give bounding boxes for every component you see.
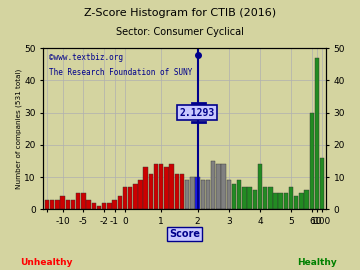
Bar	[117, 197, 122, 209]
Y-axis label: Number of companies (531 total): Number of companies (531 total)	[15, 69, 22, 189]
Bar	[201, 180, 205, 209]
Bar	[185, 180, 189, 209]
Bar	[71, 200, 75, 209]
Bar	[195, 177, 200, 209]
Bar	[284, 193, 288, 209]
Bar	[112, 200, 117, 209]
Bar	[50, 200, 54, 209]
Bar	[206, 180, 210, 209]
Bar	[170, 164, 174, 209]
Bar	[273, 193, 278, 209]
Bar	[133, 184, 138, 209]
Bar	[76, 193, 80, 209]
Bar	[97, 206, 101, 209]
Bar	[154, 164, 158, 209]
Bar	[279, 193, 283, 209]
Bar	[60, 197, 65, 209]
Bar	[149, 174, 153, 209]
Bar	[45, 200, 49, 209]
Bar	[211, 161, 215, 209]
Bar	[123, 187, 127, 209]
Bar	[294, 197, 298, 209]
Bar	[164, 167, 169, 209]
Text: Unhealthy: Unhealthy	[21, 258, 73, 266]
Bar	[175, 174, 179, 209]
Bar	[320, 158, 324, 209]
Bar	[91, 203, 96, 209]
Bar	[242, 187, 247, 209]
Bar	[180, 174, 184, 209]
Bar	[221, 164, 226, 209]
Bar	[55, 200, 60, 209]
Bar	[102, 203, 106, 209]
Bar	[128, 187, 132, 209]
Bar	[268, 187, 273, 209]
Bar	[258, 164, 262, 209]
Bar	[263, 187, 267, 209]
Bar	[216, 164, 221, 209]
Bar	[315, 58, 319, 209]
Bar	[144, 167, 148, 209]
Bar	[226, 180, 231, 209]
Text: The Research Foundation of SUNY: The Research Foundation of SUNY	[49, 68, 193, 76]
Text: Healthy: Healthy	[297, 258, 337, 266]
Bar	[299, 193, 304, 209]
Bar	[86, 200, 91, 209]
Bar	[159, 164, 163, 209]
Bar	[107, 203, 112, 209]
Bar	[66, 200, 70, 209]
Bar	[190, 177, 195, 209]
Text: Z-Score Histogram for CTIB (2016): Z-Score Histogram for CTIB (2016)	[84, 8, 276, 18]
Bar	[138, 180, 143, 209]
Bar	[310, 113, 314, 209]
Text: Sector: Consumer Cyclical: Sector: Consumer Cyclical	[116, 27, 244, 37]
Text: 2.1293: 2.1293	[180, 108, 215, 118]
Bar	[232, 184, 236, 209]
Bar	[247, 187, 252, 209]
Bar	[289, 187, 293, 209]
Bar	[81, 193, 86, 209]
Bar	[252, 190, 257, 209]
Bar	[237, 180, 241, 209]
X-axis label: Score: Score	[169, 229, 200, 239]
Bar	[305, 190, 309, 209]
Text: ©www.textbiz.org: ©www.textbiz.org	[49, 53, 123, 62]
